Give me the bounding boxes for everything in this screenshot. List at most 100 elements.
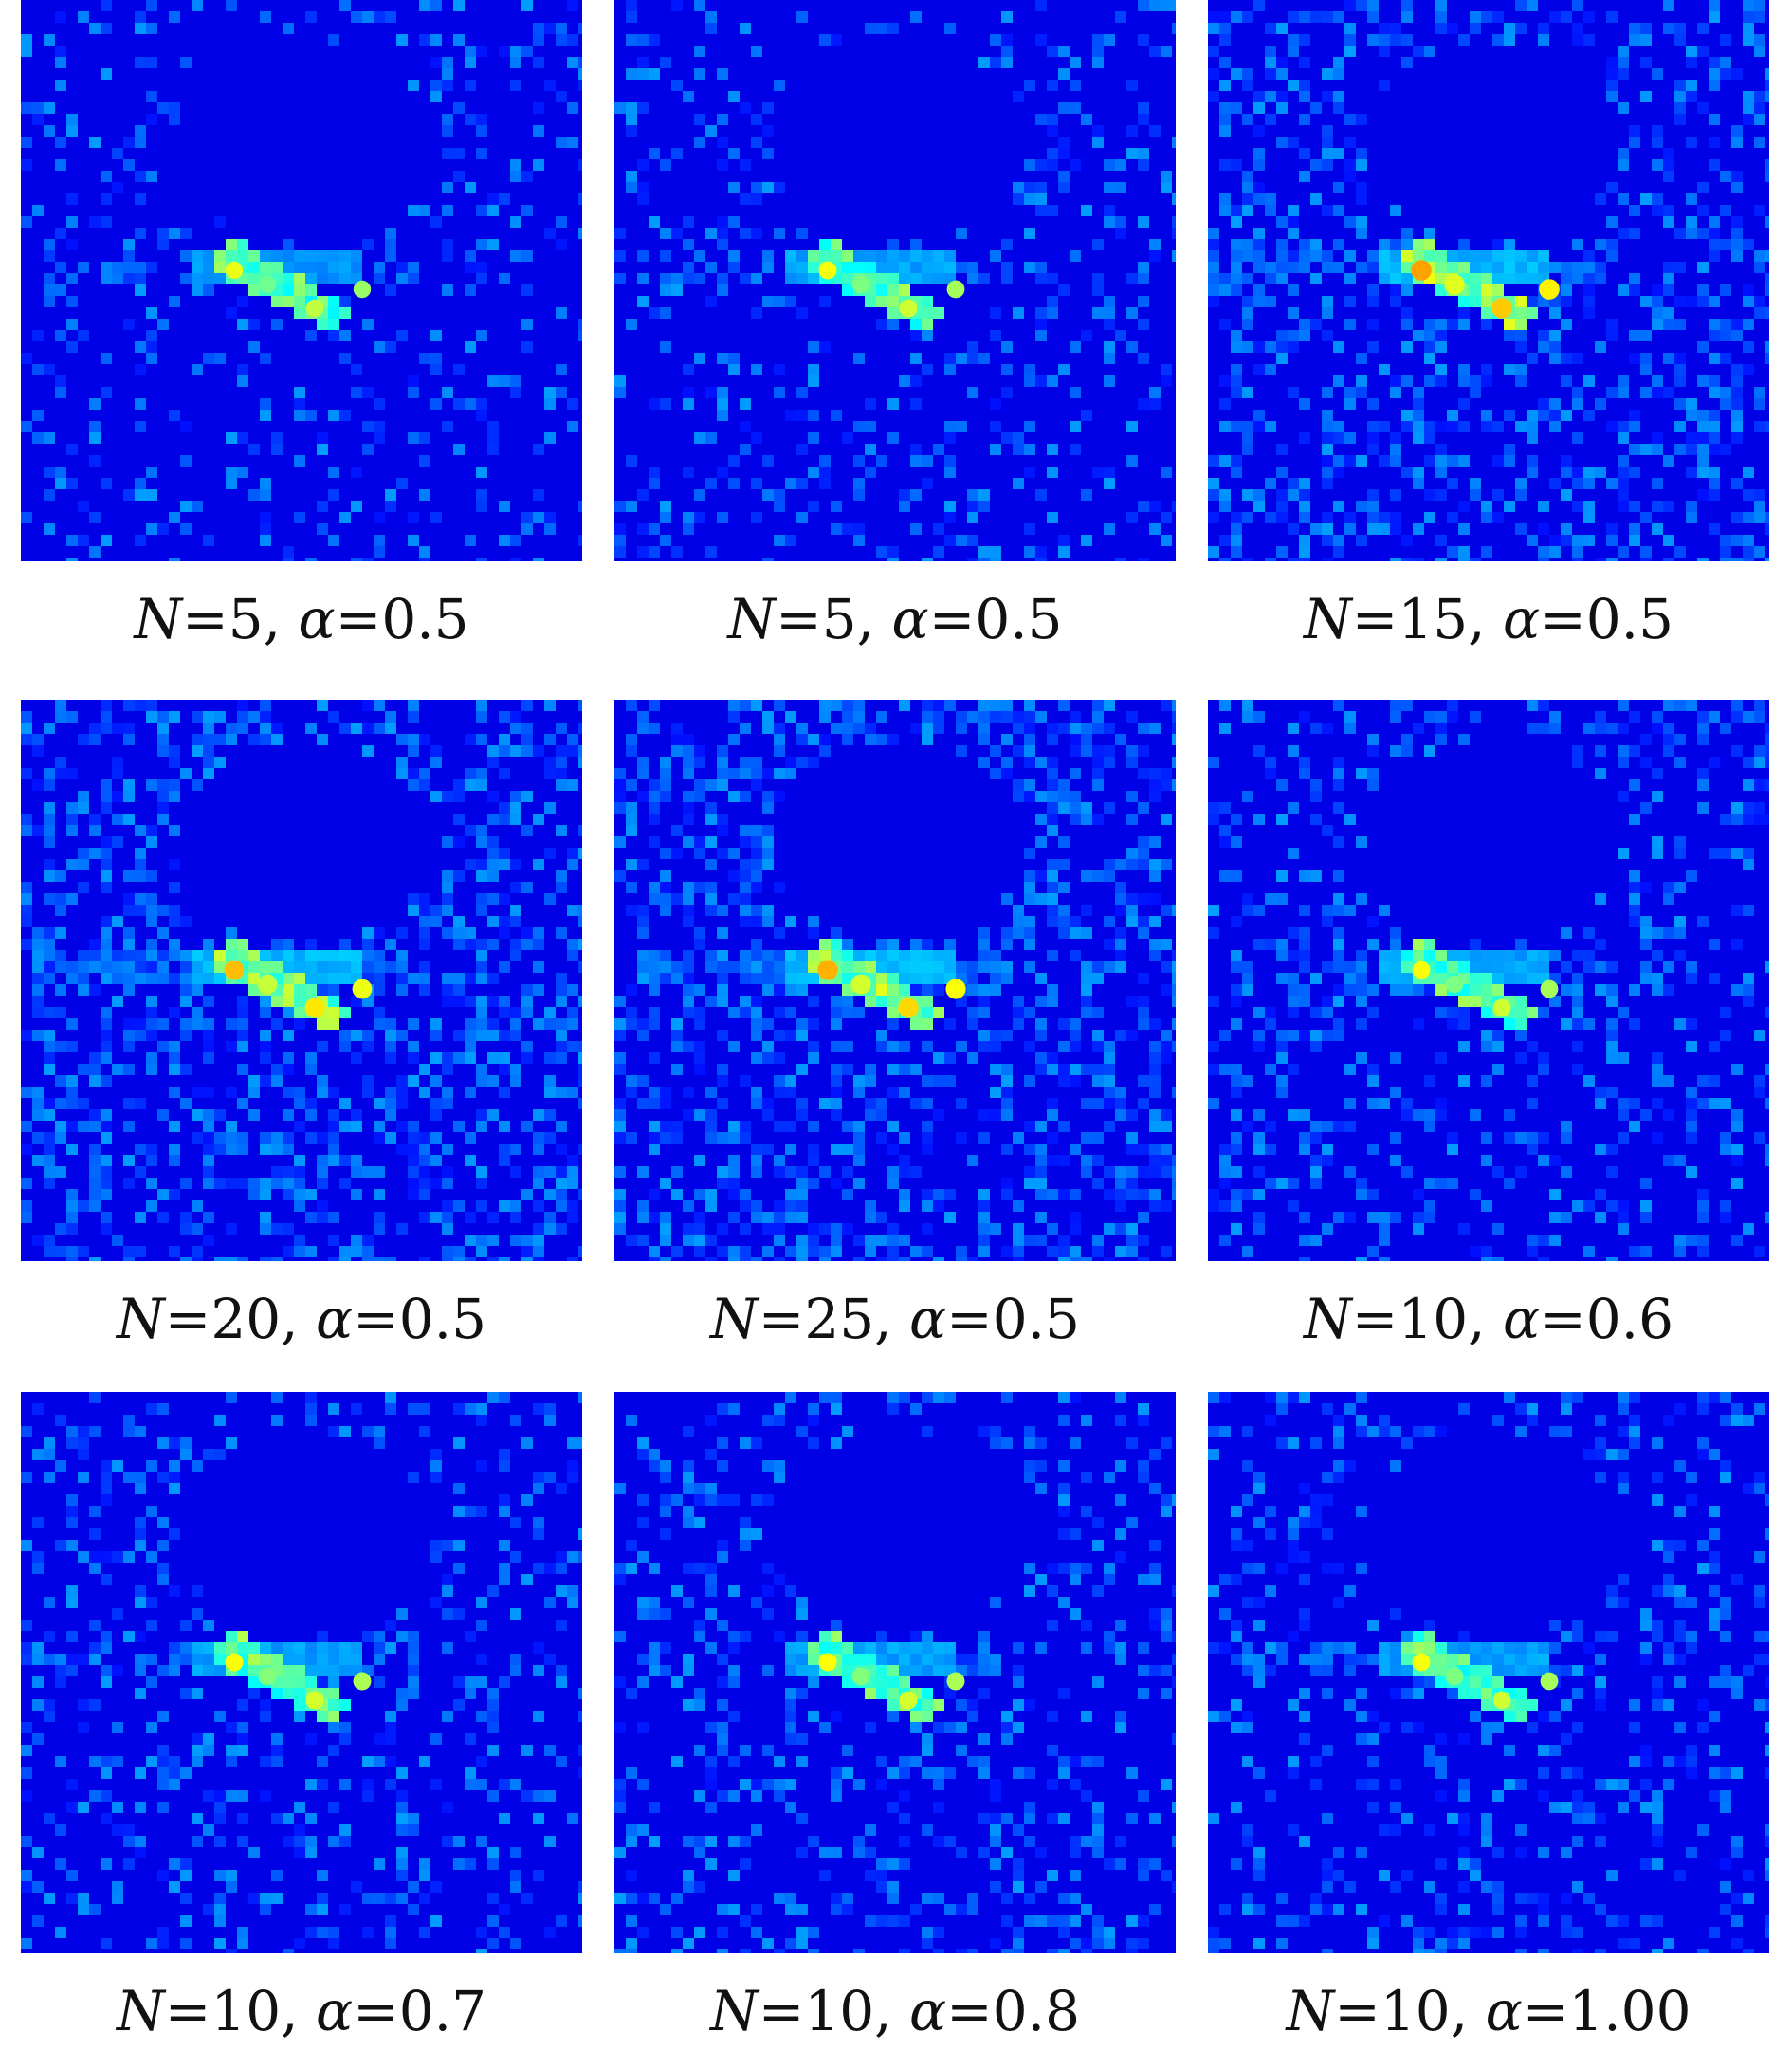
heatmap-svg — [614, 700, 1176, 1261]
heatmap-svg — [1208, 1392, 1769, 1953]
panel-caption: N=10, α=0.7 — [21, 1984, 582, 2039]
alpha-value: 1.00 — [1568, 1979, 1691, 2043]
hotspot-mark — [352, 979, 373, 999]
alpha-value: 0.8 — [992, 1979, 1081, 2043]
equals-sign: = — [1540, 587, 1586, 651]
hotspot-mark — [1444, 274, 1465, 295]
hotspot-mark — [818, 1653, 837, 1672]
hotspot-mark — [1412, 1653, 1431, 1672]
n-symbol: N — [116, 1287, 165, 1351]
hotspot-mark — [353, 1672, 372, 1691]
heatmap-svg — [614, 0, 1176, 561]
alpha-symbol: α — [909, 1979, 947, 2043]
result-panel: N=10, α=0.8 — [614, 1392, 1176, 2050]
separator: , — [281, 1979, 316, 2043]
n-symbol: N — [134, 587, 183, 651]
alpha-symbol: α — [1485, 1979, 1523, 2043]
hotspot-mark — [945, 979, 966, 999]
heatmap-svg — [1208, 0, 1769, 561]
result-panel: N=5, α=0.5 — [21, 0, 582, 658]
separator: , — [1468, 1287, 1503, 1351]
hotspot-mark — [1492, 1691, 1511, 1710]
panel-caption: N=10, α=1.00 — [1208, 1984, 1769, 2039]
hotspot-mark — [946, 280, 965, 299]
equals-sign: = — [335, 587, 382, 651]
n-value: 10 — [804, 1979, 875, 2043]
alpha-symbol: α — [316, 1287, 354, 1351]
alpha-value: 0.5 — [398, 1287, 487, 1351]
alpha-symbol: α — [316, 1979, 354, 2043]
hotspot-mark — [850, 974, 871, 995]
hotspot-mark — [898, 998, 919, 1018]
alpha-symbol: α — [891, 587, 929, 651]
n-symbol: N — [709, 1979, 759, 2043]
hotspot-mark — [258, 275, 277, 294]
alpha-value: 0.5 — [992, 1287, 1081, 1351]
heatmap-image — [614, 1392, 1176, 1953]
n-value: 25 — [804, 1287, 875, 1351]
heatmap-image — [21, 700, 582, 1261]
heatmap-cells — [21, 1392, 582, 1953]
alpha-symbol: α — [298, 587, 336, 651]
equals-sign: = — [928, 587, 976, 651]
result-panel: N=10, α=0.6 — [1208, 700, 1769, 1358]
separator: , — [874, 1287, 909, 1351]
hotspot-mark — [224, 960, 245, 980]
hotspot-mark — [851, 1667, 870, 1686]
equals-sign: = — [1334, 1979, 1381, 2043]
heatmap-image — [1208, 1392, 1769, 1953]
hotspot-mark — [1445, 1667, 1464, 1686]
hotspot-mark — [1491, 298, 1512, 319]
equals-sign: = — [776, 587, 822, 651]
alpha-value: 0.5 — [1585, 587, 1674, 651]
hotspot-mark — [851, 275, 870, 294]
n-value: 15 — [1398, 587, 1469, 651]
panel-caption: N=10, α=0.6 — [1208, 1291, 1769, 1346]
panel-caption: N=25, α=0.5 — [614, 1291, 1176, 1346]
hotspot-mark — [899, 299, 918, 318]
heatmap-image — [614, 700, 1176, 1261]
hotspot-mark — [1412, 961, 1431, 979]
heatmap-image — [21, 1392, 582, 1953]
heatmap-svg — [21, 1392, 582, 1953]
heatmap-cells — [1208, 1392, 1769, 1953]
alpha-value: 0.5 — [381, 587, 469, 651]
heatmap-cells — [1208, 700, 1769, 1261]
alpha-value: 0.5 — [975, 587, 1063, 651]
equals-sign: = — [758, 1979, 805, 2043]
n-value: 20 — [210, 1287, 282, 1351]
hotspot-mark — [353, 280, 372, 299]
separator: , — [281, 1287, 316, 1351]
n-value: 5 — [228, 587, 264, 651]
n-symbol: N — [116, 1979, 165, 2043]
hotspot-mark — [305, 1691, 324, 1710]
heatmap-image — [1208, 0, 1769, 561]
result-panel: N=25, α=0.5 — [614, 700, 1176, 1358]
equals-sign: = — [353, 1979, 399, 2043]
result-panel: N=10, α=0.7 — [21, 1392, 582, 2050]
panel-caption: N=10, α=0.8 — [614, 1984, 1176, 2039]
result-panel: N=15, α=0.5 — [1208, 0, 1769, 658]
hotspot-mark — [946, 1672, 965, 1691]
equals-sign: = — [164, 1979, 211, 2043]
panel-caption: N=20, α=0.5 — [21, 1291, 582, 1346]
alpha-symbol: α — [1503, 587, 1541, 651]
alpha-value: 0.6 — [1585, 1287, 1674, 1351]
equals-sign: = — [946, 1287, 993, 1351]
heatmap-svg — [1208, 700, 1769, 1261]
n-value: 5 — [821, 587, 857, 651]
equals-sign: = — [164, 1287, 211, 1351]
result-panel: N=10, α=1.00 — [1208, 1392, 1769, 2050]
equals-sign: = — [182, 587, 229, 651]
n-symbol: N — [709, 1287, 759, 1351]
heatmap-cells — [1208, 0, 1769, 561]
n-value: 10 — [1380, 1979, 1451, 2043]
separator: , — [874, 1979, 909, 2043]
hotspot-mark — [1445, 975, 1464, 994]
hotspot-mark — [818, 261, 837, 280]
equals-sign: = — [758, 1287, 805, 1351]
panel-caption: N=15, α=0.5 — [1208, 592, 1769, 647]
equals-sign: = — [1522, 1979, 1569, 2043]
n-symbol: N — [1303, 1287, 1352, 1351]
